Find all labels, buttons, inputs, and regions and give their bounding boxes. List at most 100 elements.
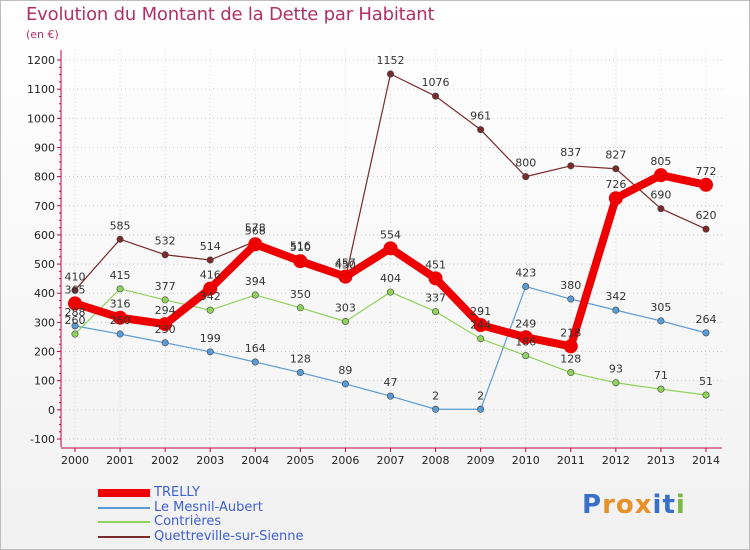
data-point — [206, 256, 214, 264]
data-label: 827 — [605, 149, 626, 162]
proxiti-logo: Proxiti — [582, 490, 686, 520]
logo-letter: t — [662, 490, 676, 520]
data-label: 620 — [696, 209, 717, 222]
data-point — [116, 285, 124, 293]
data-point — [657, 385, 665, 393]
legend-label: TRELLY — [154, 485, 200, 500]
data-label: 2 — [477, 389, 484, 402]
data-point — [116, 330, 124, 338]
x-tick-label: 2014 — [692, 454, 720, 467]
y-tick-label: 400 — [34, 287, 55, 300]
data-label: 1076 — [422, 76, 450, 89]
y-tick-label: 600 — [34, 229, 55, 242]
data-point — [608, 191, 623, 206]
data-label: 199 — [200, 332, 221, 345]
x-tick-label: 2005 — [286, 454, 314, 467]
data-point — [203, 281, 218, 296]
data-point — [158, 317, 173, 332]
data-point — [161, 339, 169, 347]
data-label: 416 — [200, 269, 221, 282]
data-point — [432, 92, 440, 100]
data-label: 350 — [290, 288, 311, 301]
data-label: 532 — [155, 235, 176, 248]
data-label: 230 — [155, 323, 176, 336]
data-point — [567, 369, 575, 377]
data-point — [383, 241, 398, 256]
data-label: 457 — [335, 257, 356, 270]
y-tick-label: 1000 — [27, 112, 55, 125]
data-point — [248, 237, 263, 252]
x-tick-label: 2013 — [647, 454, 675, 467]
data-point — [341, 318, 349, 326]
data-label: 377 — [155, 280, 176, 293]
data-label: 726 — [605, 178, 626, 191]
data-label: 71 — [654, 369, 668, 382]
data-point — [477, 126, 485, 134]
x-tick-label: 2006 — [331, 454, 359, 467]
data-label: 365 — [65, 283, 86, 296]
data-label: 47 — [384, 376, 398, 389]
y-tick-label: 1100 — [27, 83, 55, 96]
data-point — [702, 391, 710, 399]
data-point — [567, 295, 575, 303]
data-label: 249 — [515, 317, 536, 330]
data-point — [657, 317, 665, 325]
data-point — [612, 379, 620, 387]
x-tick-label: 2000 — [61, 454, 89, 467]
y-tick-label: 1200 — [27, 54, 55, 67]
logo-letter: i — [675, 490, 686, 520]
data-label: 404 — [380, 272, 401, 285]
chart-title: Evolution du Montant de la Dette par Hab… — [26, 4, 435, 25]
data-label: 514 — [200, 240, 221, 253]
data-label: 342 — [200, 290, 221, 303]
y-tick-label: 700 — [34, 200, 55, 213]
data-point — [612, 165, 620, 173]
data-label: 394 — [245, 275, 266, 288]
x-tick-label: 2011 — [557, 454, 585, 467]
data-label: 451 — [425, 258, 446, 271]
data-label: 316 — [110, 298, 131, 311]
legend-swatch — [98, 489, 150, 497]
data-label: 288 — [65, 306, 86, 319]
data-point — [71, 286, 79, 294]
logo-letter: P — [582, 490, 603, 520]
data-label: 89 — [338, 364, 352, 377]
data-label: 415 — [110, 269, 131, 282]
data-point — [341, 380, 349, 388]
data-point — [522, 173, 530, 181]
x-tick-label: 2010 — [512, 454, 540, 467]
legend-label: Quettreville-sur-Sienne — [154, 528, 304, 544]
data-point — [386, 70, 394, 78]
data-point — [251, 291, 259, 299]
y-tick-label: 100 — [34, 375, 55, 388]
legend-swatch — [98, 521, 150, 523]
logo-letter: i — [652, 490, 663, 520]
data-label: 186 — [515, 336, 536, 349]
data-point — [293, 254, 308, 269]
data-label: 128 — [560, 353, 581, 366]
x-tick-label: 2001 — [106, 454, 134, 467]
y-tick-label: -100 — [30, 433, 55, 446]
x-tick-label: 2004 — [241, 454, 269, 467]
data-point — [518, 330, 533, 345]
data-point — [113, 310, 128, 325]
y-tick-label: 0 — [48, 404, 55, 417]
data-point — [563, 339, 578, 354]
data-point — [702, 225, 710, 233]
data-point — [386, 288, 394, 296]
data-label: 800 — [515, 157, 536, 170]
data-label: 837 — [560, 146, 581, 159]
y-tick-label: 500 — [34, 258, 55, 271]
data-point — [338, 269, 353, 284]
logo-letter: o — [615, 490, 635, 520]
data-label: 342 — [605, 290, 626, 303]
legend-label: Le Mesnil-Aubert — [154, 499, 263, 515]
data-label: 1152 — [377, 54, 405, 67]
data-point — [477, 335, 485, 343]
data-point — [657, 205, 665, 213]
data-label: 450 — [335, 259, 356, 272]
x-tick-label: 2007 — [377, 454, 405, 467]
x-tick-label: 2012 — [602, 454, 630, 467]
data-label: 303 — [335, 302, 356, 315]
